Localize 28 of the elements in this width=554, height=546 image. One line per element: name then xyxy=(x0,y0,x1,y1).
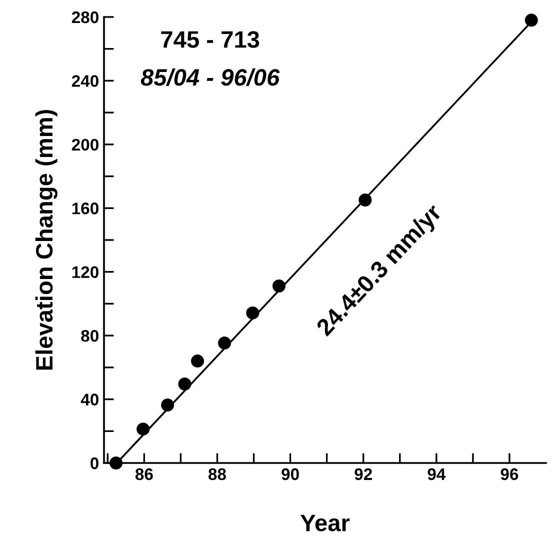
point xyxy=(272,280,286,293)
point xyxy=(161,398,174,412)
point xyxy=(178,377,192,390)
x-tick-label: 90 xyxy=(282,468,299,480)
x-tick-label: 94 xyxy=(428,468,446,480)
x-tick-label: 86 xyxy=(135,468,153,480)
point xyxy=(246,306,260,320)
y-tick-label: 160 xyxy=(72,202,98,214)
y-tick-label: 40 xyxy=(80,394,98,406)
y-tick-label: 120 xyxy=(72,266,98,278)
annotation: 85/04 - 96/06 xyxy=(140,68,280,86)
x-axis-title: Year xyxy=(300,514,350,532)
y-tick-label: 280 xyxy=(72,11,98,24)
y-tick-label: 80 xyxy=(81,330,98,342)
point xyxy=(110,456,123,470)
x-tick-label: 88 xyxy=(208,468,226,480)
point xyxy=(524,14,538,27)
point xyxy=(218,336,232,350)
y-tick-label: 0 xyxy=(90,457,98,470)
x-tick-label: 96 xyxy=(500,468,518,480)
y-axis-title: Elevation Change (mm) xyxy=(35,110,58,370)
y-tick-label: 200 xyxy=(72,138,98,151)
y-tick-label: 240 xyxy=(72,75,98,87)
point xyxy=(358,194,372,207)
point xyxy=(136,422,150,436)
x-tick-label: 92 xyxy=(354,468,372,480)
annotation: 745 - 713 xyxy=(161,31,260,48)
point xyxy=(191,354,204,368)
